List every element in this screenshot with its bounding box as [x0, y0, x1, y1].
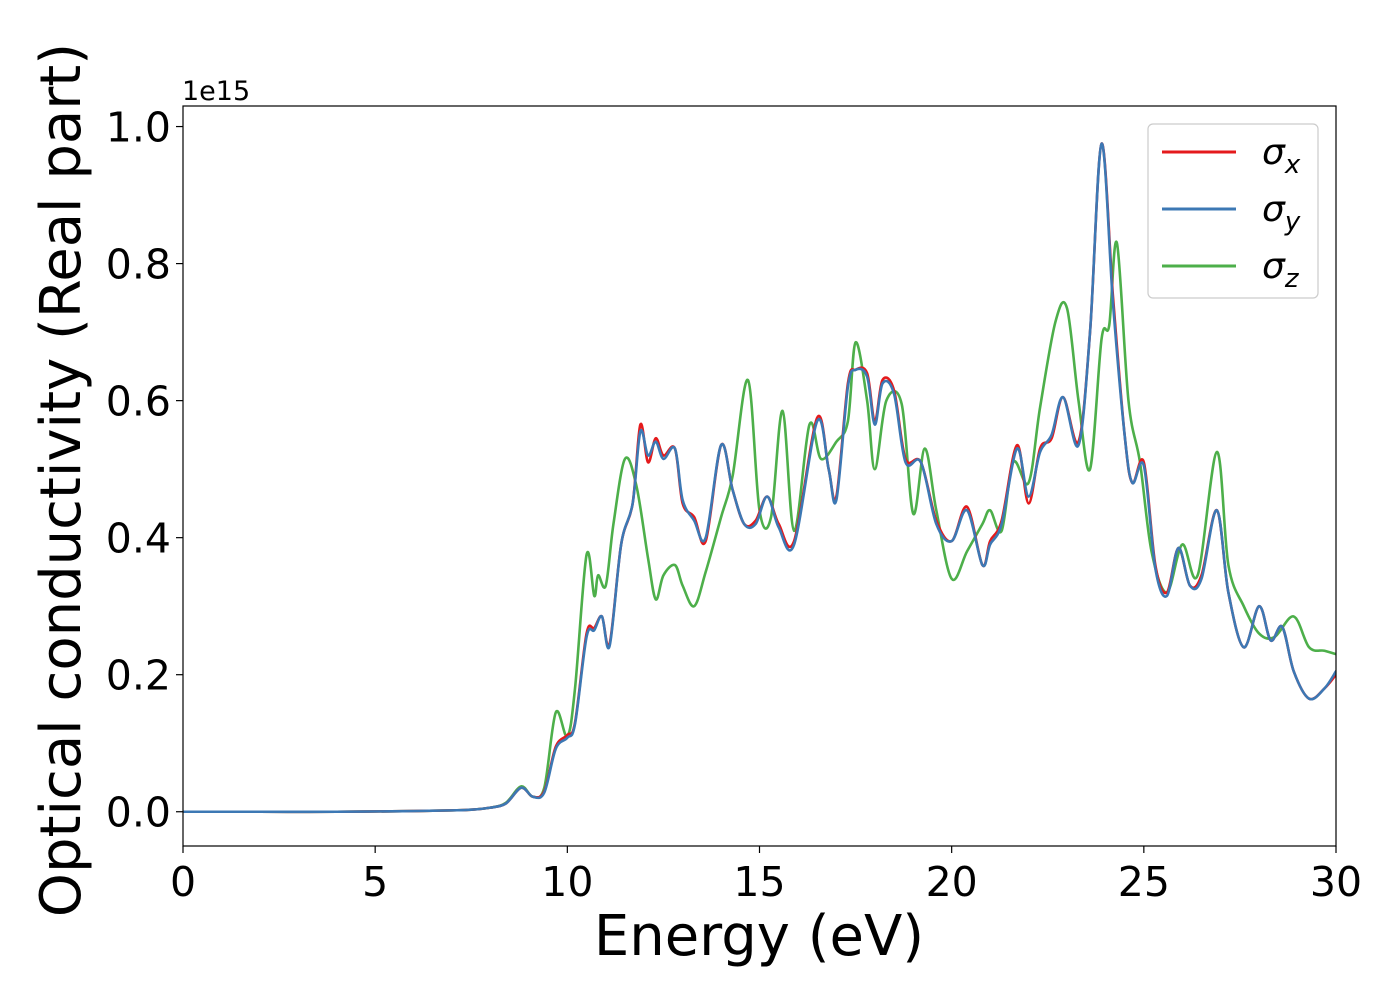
series-lines: [183, 142, 1336, 814]
x-tick-label: 10: [541, 858, 593, 906]
x-tick-label: 25: [1118, 858, 1170, 906]
y-tick-label: 1.0: [106, 104, 171, 152]
y-axis-label: Optical conductivity (Real part): [29, 43, 94, 917]
x-tick-label: 15: [733, 858, 785, 906]
legend: σx σy σz: [1147, 123, 1319, 299]
x-tick-label: 0: [170, 858, 196, 906]
x-tick-label: 5: [362, 858, 388, 906]
y-tick-label: 0.8: [106, 241, 171, 289]
y-offset-label: 1e15: [182, 76, 250, 107]
x-tick-label: 20: [926, 858, 978, 906]
y-tick-label: 0.2: [106, 652, 171, 700]
y-tick-label: 0.4: [106, 515, 171, 563]
legend-box: [1147, 123, 1319, 299]
y-tick-label: 0.6: [106, 378, 171, 426]
y-tick-label: 0.0: [106, 789, 171, 837]
x-tick-label: 30: [1310, 858, 1362, 906]
series-line-z: [183, 240, 1336, 814]
series-line-y: [183, 142, 1336, 814]
legend-label-z: σz: [1262, 246, 1300, 294]
axes: 0 5 10 15 20 25 30 0.0 0.2 0.4 0.6 0.8 1.0: [106, 104, 1362, 906]
legend-label-y: σy: [1262, 189, 1301, 237]
plot-area: [183, 142, 1336, 814]
legend-label-x: σx: [1262, 132, 1301, 180]
x-axis-label: Energy (eV): [594, 904, 924, 969]
